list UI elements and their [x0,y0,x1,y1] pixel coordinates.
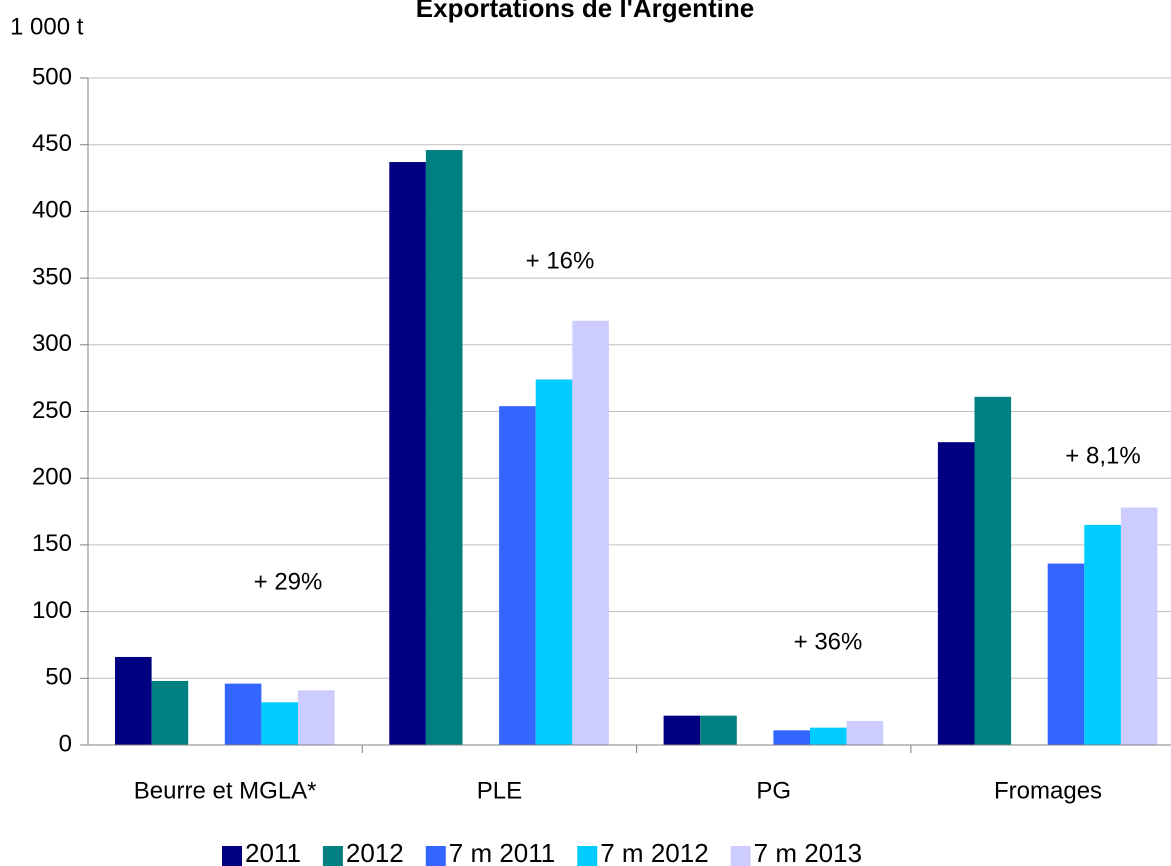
bar [261,702,298,745]
x-tick-label: Fromages [994,777,1102,804]
y-tick-label: 350 [32,263,72,290]
y-tick-label: 150 [32,530,72,557]
bar [298,690,335,745]
annotation: + 16% [526,247,595,274]
bar [1047,563,1085,745]
bar [224,683,262,745]
bar [846,720,884,745]
y-tick-label: 50 [45,664,72,691]
bar [425,150,463,745]
y-tick-label: 0 [59,730,72,757]
y-tick-label: 250 [32,397,72,424]
x-tick-label: PG [756,777,791,804]
bar [151,680,189,745]
legend-label: 2011 [245,838,301,866]
legend-swatch [730,846,751,866]
annotation: + 36% [794,628,863,655]
y-tick-label: 300 [32,330,72,357]
x-tick-label: PLE [477,777,522,804]
bar [572,320,609,745]
legend-label: 7 m 2012 [600,838,708,866]
bar [663,715,701,745]
bar [499,406,536,745]
annotation: + 8,1% [1065,442,1140,469]
chart-title: Exportations de l'Argentine [416,0,754,23]
bar [1120,507,1158,745]
legend-swatch [222,846,242,866]
legend-label: 2012 [346,838,404,866]
y-axis-label: 1 000 t [10,13,84,40]
bar [937,442,975,745]
bar [535,379,573,745]
bar [773,730,810,745]
legend-swatch [425,846,446,866]
bar [389,162,426,746]
bar [1084,524,1121,745]
legend-swatch [577,846,598,866]
bar [974,396,1012,745]
bar [810,727,847,745]
legend-swatch [322,846,343,866]
bar [115,656,152,745]
y-tick-label: 450 [32,130,72,157]
y-tick-label: 400 [32,197,72,224]
legend-label: 7 m 2013 [754,838,862,866]
bar [700,715,737,745]
annotation: + 29% [254,568,323,595]
y-tick-label: 200 [32,464,72,491]
x-tick-label: Beurre et MGLA* [134,777,317,804]
y-tick-label: 100 [32,597,72,624]
y-tick-label: 500 [32,63,72,90]
legend-label: 7 m 2011 [449,838,555,866]
